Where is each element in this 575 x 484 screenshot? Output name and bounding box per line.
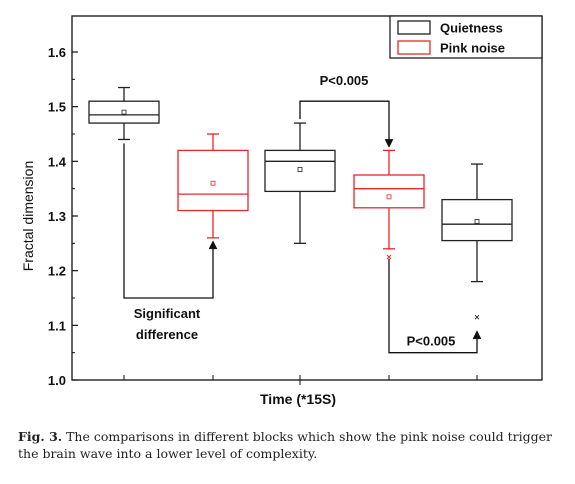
box-iqr xyxy=(88,100,160,124)
arrow-up-icon xyxy=(208,240,218,250)
box-plot-chart: 1.0 1.1 1.2 1.3 1.4 1.5 1.6 Significant differe… xyxy=(20,15,543,407)
chart-axes xyxy=(71,15,543,381)
plot-frame xyxy=(71,15,543,381)
outlier xyxy=(474,314,480,320)
annotation-significant: Significant xyxy=(134,306,201,321)
caption-label: Fig. 3. xyxy=(18,429,63,444)
box-iqr xyxy=(177,149,249,212)
box-1 xyxy=(88,86,160,141)
caption-text: The comparisons in different blocks whic… xyxy=(18,429,553,461)
annotations: Significant difference P<0.005 P<0.005 xyxy=(123,73,482,354)
boxes xyxy=(88,86,513,320)
box-3 xyxy=(264,122,336,244)
p-value-bracket-bottom xyxy=(388,258,478,354)
y-axis-ticks: 1.0 1.1 1.2 1.3 1.4 1.5 1.6 xyxy=(48,45,478,388)
annotation-p-value-bottom: P<0.005 xyxy=(407,334,456,349)
arrow-down-icon xyxy=(384,139,394,148)
outlier xyxy=(386,254,392,260)
y-tick-label: 1.4 xyxy=(48,154,67,169)
mean-marker xyxy=(210,180,216,186)
legend-label: Quietness xyxy=(440,21,503,36)
legend: Quietness Pink noise xyxy=(389,15,543,59)
box-5 xyxy=(441,163,513,320)
arrow-up-icon xyxy=(472,330,482,340)
figure-caption: Fig. 3. The comparisons in different blo… xyxy=(18,428,558,462)
box-4 xyxy=(353,149,425,260)
annotation-p-value-top: P<0.005 xyxy=(320,73,369,88)
mean-marker xyxy=(474,219,480,224)
mean-marker xyxy=(121,109,127,115)
box-iqr xyxy=(441,198,513,242)
legend-swatch xyxy=(397,20,431,35)
box-2 xyxy=(177,133,249,239)
y-tick-label: 1.6 xyxy=(48,45,66,60)
y-tick-label: 1.0 xyxy=(48,373,66,388)
annotation-difference: difference xyxy=(136,327,198,342)
mean-marker xyxy=(297,167,303,172)
y-tick-label: 1.1 xyxy=(48,318,66,333)
y-tick-label: 1.5 xyxy=(48,100,66,115)
x-axis-label: Time (*15S) xyxy=(260,391,336,407)
significance-bracket xyxy=(123,143,214,299)
y-tick-label: 1.3 xyxy=(48,209,66,224)
legend-swatch xyxy=(397,40,431,55)
y-axis-label: Fractal dimension xyxy=(20,161,36,272)
box-iqr xyxy=(353,174,425,209)
mean-marker xyxy=(386,194,392,200)
y-tick-label: 1.2 xyxy=(48,264,66,279)
box-iqr xyxy=(264,149,336,193)
p-value-bracket-top xyxy=(299,100,390,141)
legend-label: Pink noise xyxy=(440,41,505,56)
